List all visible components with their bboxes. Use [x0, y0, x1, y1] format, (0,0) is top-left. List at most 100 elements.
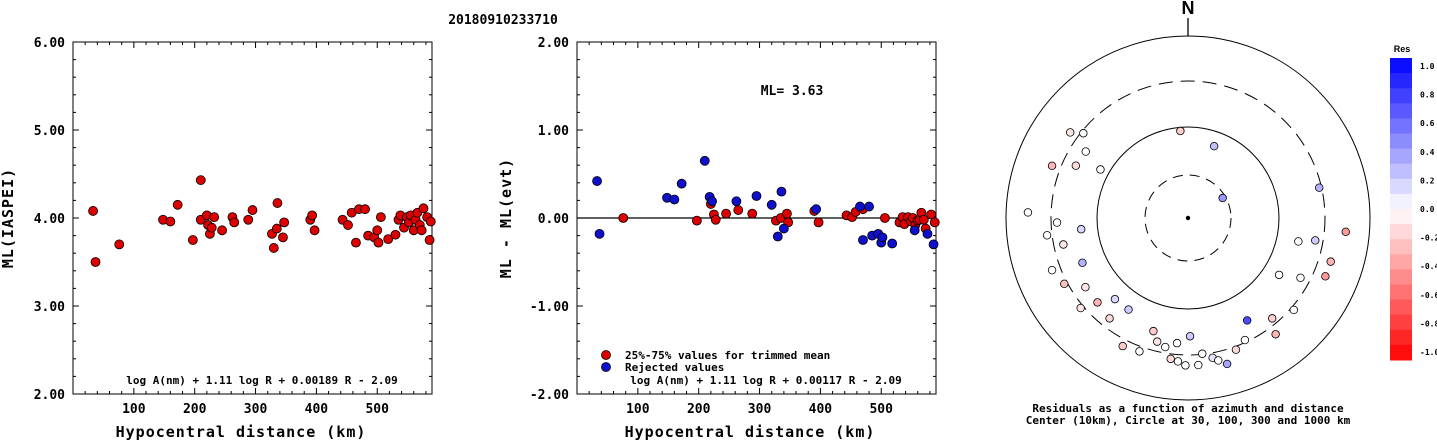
station-marker: [1311, 236, 1320, 245]
data-point: [372, 225, 383, 236]
y-tick-label: -1.00: [530, 300, 569, 315]
data-point: [390, 229, 401, 240]
x-tick-label: 500: [869, 402, 893, 417]
y-tick-label: -2.00: [530, 388, 569, 403]
station-marker: [1185, 332, 1195, 341]
x-tick-label: 300: [244, 402, 268, 417]
station-marker: [1214, 356, 1223, 365]
station-marker: [1110, 294, 1120, 304]
colorbar-tick-label: 0.0: [1420, 205, 1435, 214]
data-point: [247, 205, 258, 215]
station-marker: [1321, 272, 1330, 281]
station-marker: [1105, 314, 1114, 323]
y-axis-label: ML - ML(evt): [497, 158, 515, 278]
station-marker: [1076, 303, 1085, 313]
ring-300km: [1050, 80, 1326, 356]
station-marker: [1066, 128, 1075, 137]
data-point: [747, 208, 758, 219]
x-tick-label: 300: [748, 402, 772, 417]
colorbar-cell: [1390, 269, 1412, 285]
colorbar-cell: [1390, 284, 1412, 301]
north-label: N: [1182, 0, 1195, 18]
data-point: [879, 213, 890, 223]
station-marker: [1268, 314, 1277, 323]
station-marker: [1181, 361, 1190, 370]
station-marker: [1118, 341, 1127, 351]
data-point: [618, 213, 629, 223]
data-point: [929, 217, 940, 228]
x-axis-label: Hypocentral distance (km): [116, 423, 367, 441]
residual-colorbar: Res 1.0 0.8 0.6 0.4 0.2 0.0 -0.2 -0.4 -0.6 -0.8 -1…: [1390, 44, 1437, 361]
y-tick-label: 5.00: [34, 124, 65, 139]
colorbar-cell: [1390, 314, 1412, 331]
data-point: [375, 212, 386, 223]
data-point: [360, 204, 370, 215]
station-marker: [1149, 326, 1158, 336]
data-point: [418, 203, 429, 214]
station-marker: [1152, 337, 1162, 346]
station-marker: [1289, 305, 1298, 315]
data-point: [209, 212, 220, 223]
station-marker: [1240, 335, 1250, 345]
x-tick-label: 500: [365, 402, 389, 417]
data-point: [594, 228, 605, 239]
colorbar-cell: [1390, 299, 1412, 316]
station-marker: [1042, 231, 1052, 240]
y-tick-label: 1.00: [538, 124, 569, 139]
station-marker: [1059, 240, 1068, 249]
data-point: [343, 220, 353, 230]
data-point: [351, 237, 361, 248]
colorbar-tick-labels: 1.0 0.8 0.6 0.4 0.2 0.0 -0.2 -0.4 -0.6 -0.8 -1.0: [1420, 62, 1437, 357]
x-tick-label: 400: [809, 402, 833, 417]
data-points: [88, 175, 436, 267]
colorbar-cell: [1390, 329, 1412, 346]
station-marker: [1047, 161, 1057, 171]
station-marker: [1077, 225, 1086, 234]
data-point: [772, 231, 783, 242]
data-point: [229, 217, 240, 228]
data-point: [592, 176, 602, 186]
colorbar-tick-label: -0.8: [1420, 319, 1437, 328]
caption-line1: Residuals as a function of azimuth and d…: [1032, 402, 1344, 415]
y-tick-label: 0.00: [538, 212, 569, 227]
y-tick-label: 3.00: [34, 300, 65, 315]
data-point: [383, 234, 394, 245]
station-marker: [1172, 338, 1182, 348]
station-marker: [1173, 357, 1183, 366]
colorbar-cell: [1390, 224, 1412, 240]
x-tick-label: 100: [626, 402, 650, 417]
ml-distance-chart: 2.00 3.00 4.00 5.00 6.00 100 200 300 400 500 ML(I…: [0, 36, 436, 441]
colorbar-cell: [1390, 163, 1412, 180]
y-tick-label: 4.00: [34, 212, 65, 227]
colorbar-cell: [1390, 209, 1412, 225]
colorbar-cell: [1390, 254, 1412, 270]
y-tick-label: 2.00: [538, 36, 569, 51]
colorbar-cell: [1390, 193, 1412, 210]
data-point: [217, 225, 227, 236]
data-point: [782, 208, 792, 219]
data-point: [309, 225, 320, 236]
data-point: [206, 222, 217, 233]
data-point: [721, 208, 731, 219]
station-marker: [1093, 298, 1102, 307]
colorbar-tick-label: -0.4: [1420, 262, 1437, 271]
formula-text: log A(nm) + 1.11 log R + 0.00189 R - 2.0…: [126, 374, 398, 387]
data-point: [114, 239, 125, 250]
data-point: [858, 235, 868, 245]
station-marker: [1198, 349, 1207, 358]
data-point: [691, 215, 702, 226]
data-point: [279, 217, 290, 228]
data-point: [424, 235, 435, 245]
station-marker: [1023, 208, 1033, 217]
colorbar-tick-label: 0.8: [1420, 91, 1435, 100]
station-marker: [1161, 342, 1170, 352]
y-tick-label: 6.00: [34, 36, 65, 51]
ring-100km: [1096, 126, 1280, 310]
station-marker: [1294, 237, 1303, 246]
data-point: [751, 191, 762, 201]
data-point: [88, 206, 98, 216]
colorbar-cell: [1390, 73, 1412, 89]
axis-ticks: 2.00 3.00 4.00 5.00 6.00 100 200 300 400 500: [34, 36, 432, 417]
legend-marker-blue: [601, 362, 611, 372]
station-marker: [1315, 183, 1324, 192]
